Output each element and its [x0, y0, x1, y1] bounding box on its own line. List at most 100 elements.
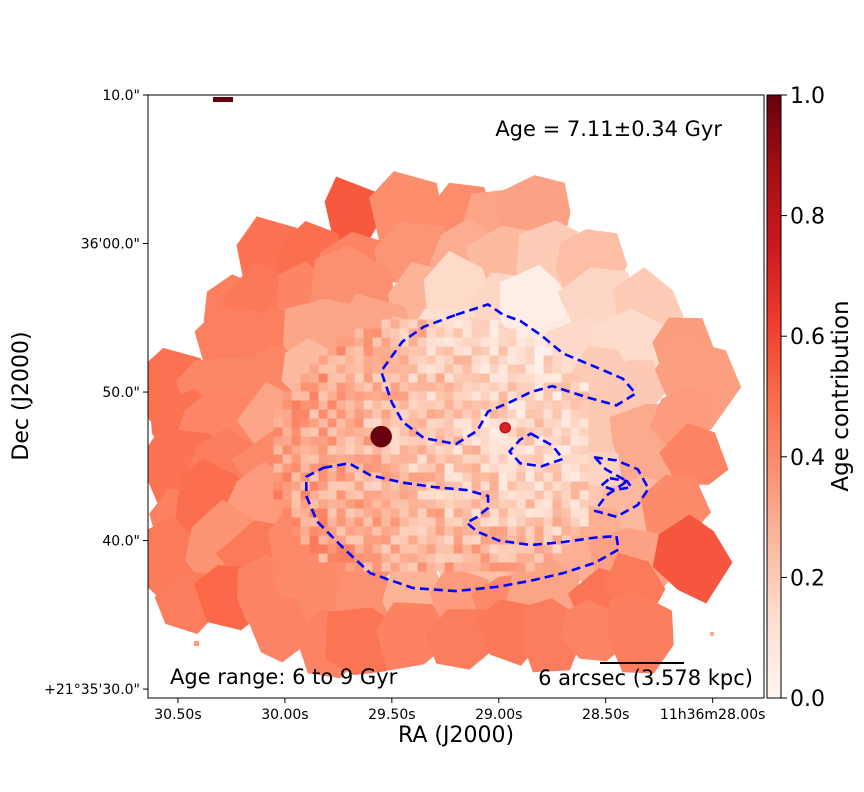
inner-pixel — [327, 427, 337, 437]
inner-pixel — [363, 481, 373, 491]
inner-pixel — [534, 445, 544, 455]
inner-pixel — [444, 553, 454, 563]
inner-pixel — [363, 517, 373, 527]
inner-pixel — [354, 409, 364, 419]
inner-pixel — [543, 508, 553, 518]
inner-pixel — [426, 553, 436, 563]
inner-pixel — [372, 328, 382, 338]
inner-pixel — [489, 418, 499, 428]
inner-pixel — [516, 364, 526, 374]
inner-pixel — [309, 499, 319, 509]
inner-pixel — [525, 418, 535, 428]
inner-pixel — [498, 472, 508, 482]
inner-pixel — [471, 535, 481, 545]
inner-pixel — [372, 409, 382, 419]
inner-pixel — [507, 436, 517, 446]
inner-pixel — [435, 454, 445, 464]
inner-pixel — [552, 535, 562, 545]
inner-pixel — [534, 454, 544, 464]
inner-pixel — [435, 346, 445, 356]
inner-pixel — [570, 454, 580, 464]
inner-pixel — [444, 472, 454, 482]
inner-pixel — [372, 463, 382, 473]
inner-pixel — [453, 355, 463, 365]
inner-pixel — [435, 364, 445, 374]
inner-pixel — [426, 328, 436, 338]
inner-pixel — [498, 373, 508, 383]
inner-pixel — [552, 391, 562, 401]
inner-pixel — [480, 445, 490, 455]
inner-pixel — [363, 553, 373, 563]
inner-pixel — [390, 463, 400, 473]
inner-pixel — [480, 463, 490, 473]
inner-pixel — [453, 427, 463, 437]
inner-pixel — [453, 319, 463, 329]
inner-pixel — [309, 382, 319, 392]
inner-pixel — [453, 400, 463, 410]
inner-pixel — [381, 337, 391, 347]
inner-pixel — [543, 463, 553, 473]
inner-pixel — [336, 463, 346, 473]
inner-pixel — [525, 409, 535, 419]
inner-pixel — [336, 409, 346, 419]
inner-pixel — [489, 364, 499, 374]
inner-pixel — [444, 508, 454, 518]
inner-pixel — [282, 454, 292, 464]
inner-pixel — [525, 463, 535, 473]
inner-pixel — [453, 436, 463, 446]
inner-pixel — [318, 508, 328, 518]
inner-pixel — [444, 427, 454, 437]
inner-pixel — [444, 445, 454, 455]
inner-pixel — [480, 562, 490, 572]
inner-pixel — [480, 517, 490, 527]
inner-pixel — [399, 364, 409, 374]
inner-pixel — [381, 454, 391, 464]
inner-pixel — [282, 472, 292, 482]
inner-pixel — [354, 499, 364, 509]
inner-pixel — [354, 508, 364, 518]
inner-pixel — [570, 463, 580, 473]
inner-pixel — [381, 472, 391, 482]
x-tick-label: 30.00s — [261, 707, 308, 723]
x-tick-label: 29.00s — [475, 707, 522, 723]
inner-pixel — [390, 454, 400, 464]
inner-pixel — [372, 337, 382, 347]
inner-pixel — [318, 490, 328, 500]
inner-pixel — [507, 373, 517, 383]
inner-pixel — [453, 382, 463, 392]
bright-source — [370, 425, 392, 448]
inner-pixel — [399, 382, 409, 392]
inner-pixel — [336, 472, 346, 482]
inner-pixel — [282, 445, 292, 455]
inner-pixel — [354, 445, 364, 455]
inner-pixel — [327, 508, 337, 518]
inner-pixel — [408, 526, 418, 536]
inner-pixel — [408, 382, 418, 392]
inner-pixel — [525, 553, 535, 563]
inner-pixel — [327, 517, 337, 527]
inner-pixel — [372, 445, 382, 455]
inner-pixel — [417, 508, 427, 518]
inner-pixel — [444, 544, 454, 554]
inner-pixel — [399, 427, 409, 437]
inner-pixel — [408, 481, 418, 491]
inner-pixel — [300, 508, 310, 518]
inner-pixel — [561, 481, 571, 491]
age-annotation: Age = 7.11±0.34 Gyr — [495, 117, 722, 141]
inner-pixel — [498, 517, 508, 527]
voronoi-bin — [607, 591, 674, 674]
inner-pixel — [408, 499, 418, 509]
inner-pixel — [552, 355, 562, 365]
inner-pixel — [435, 337, 445, 347]
inner-pixel — [426, 355, 436, 365]
inner-pixel — [354, 490, 364, 500]
inner-pixel — [426, 346, 436, 356]
inner-pixel — [561, 544, 571, 554]
inner-pixel — [552, 463, 562, 473]
inner-pixel — [390, 337, 400, 347]
inner-pixel — [309, 364, 319, 374]
inner-pixel — [345, 562, 355, 572]
inner-pixel — [399, 436, 409, 446]
inner-pixel — [354, 364, 364, 374]
inner-pixel — [516, 499, 526, 509]
